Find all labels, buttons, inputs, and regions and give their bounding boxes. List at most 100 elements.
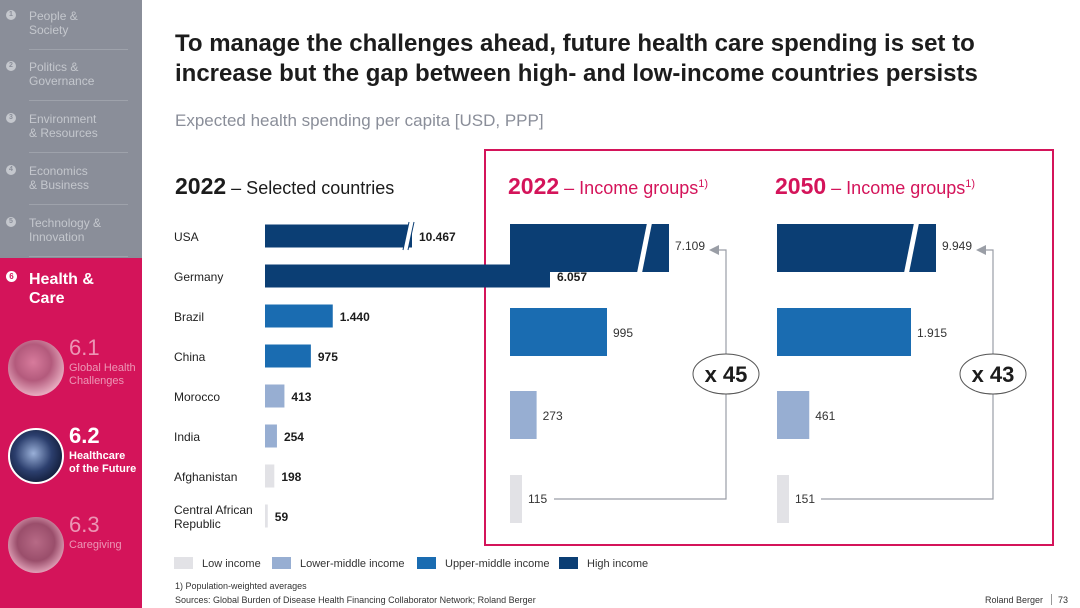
country-value-label: 10.467	[419, 230, 456, 244]
page-title-line-1: To manage the challenges ahead, future h…	[175, 30, 975, 57]
country-bar	[265, 424, 277, 448]
active-section-number: 6	[6, 271, 17, 282]
legend-swatch-low	[174, 557, 193, 569]
country-label-line2: Republic	[174, 517, 221, 531]
nav-number-badge: 5	[6, 217, 16, 227]
subitem-number: 6.2	[69, 423, 100, 448]
country-bar	[265, 384, 285, 408]
legend-swatch-lower	[272, 557, 291, 569]
subitem-global-health[interactable]: 6.1 Global Health Challenges	[0, 336, 142, 412]
sidebar-item-5[interactable]: 5 Technology & Innovation	[0, 207, 142, 257]
country-bar	[265, 344, 311, 368]
subitem-label: Healthcare of the Future	[69, 450, 137, 475]
axis-break-line	[402, 221, 410, 251]
brand-name: Roland Berger	[985, 595, 1044, 605]
global-health-image	[8, 340, 64, 396]
nav-divider	[29, 49, 128, 50]
income-value-label: 1.915	[917, 326, 947, 340]
footnote: 1) Population-weighted averages	[175, 581, 307, 591]
nav-divider	[29, 100, 128, 101]
nav-label: Economics & Business	[29, 164, 90, 192]
income-bar-upper	[510, 308, 607, 356]
subitem-number: 6.3	[69, 512, 100, 537]
active-section-label[interactable]: Health & Care	[29, 271, 94, 307]
income-bar-low	[510, 475, 522, 523]
country-value-label: 59	[275, 510, 289, 524]
country-bar	[265, 224, 412, 248]
sidebar-item-1[interactable]: 1 People & Society	[0, 0, 142, 50]
axis-break-mark	[403, 222, 414, 250]
country-value-label: 1.440	[340, 310, 370, 324]
country-bar	[265, 264, 550, 288]
nav-number-badge: 3	[6, 113, 16, 123]
income-bar-lower	[510, 391, 537, 439]
axis-break-line	[407, 221, 415, 251]
chart-title-countries: 2022 – Selected countries	[175, 173, 394, 199]
legend-label-high: High income	[587, 558, 648, 570]
country-value-label: 6.057	[557, 270, 587, 284]
country-label: Central African	[174, 503, 253, 517]
income-bar-upper	[777, 308, 911, 356]
country-label: Brazil	[174, 310, 204, 324]
nav-number-badge: 4	[6, 165, 16, 175]
ratio-badge	[959, 353, 1027, 395]
income-value-label: 461	[815, 409, 835, 423]
nav-label: Politics & Governance	[29, 60, 95, 88]
sidebar-item-4[interactable]: 4 Economics & Business	[0, 155, 142, 205]
sources-note: Sources: Global Burden of Disease Health…	[175, 595, 536, 605]
footer-divider	[1051, 594, 1052, 605]
subitem-number: 6.1	[69, 335, 100, 360]
ratio-connector-arrowhead	[709, 245, 719, 255]
subitem-caregiving[interactable]: 6.3 Caregiving	[0, 513, 142, 589]
nav-label: People & Society	[29, 9, 78, 37]
nav-label: Environment & Resources	[29, 112, 98, 140]
ratio-badge	[692, 353, 760, 395]
country-value-label: 198	[281, 470, 301, 484]
chart-title-income-2022: 2022 – Income groups1)	[508, 173, 708, 199]
income-value-label: 9.949	[942, 239, 972, 253]
nav-number-badge: 2	[6, 61, 16, 71]
country-label: USA	[174, 230, 199, 244]
axis-break-mark	[637, 223, 652, 273]
caregiving-image	[8, 517, 64, 573]
income-value-label: 7.109	[675, 239, 705, 253]
country-label: Afghanistan	[174, 470, 237, 484]
nav-number-badge: 1	[6, 10, 16, 20]
subitem-label: Global Health Challenges	[69, 362, 136, 387]
subitem-label: Caregiving	[69, 539, 122, 551]
country-value-label: 254	[284, 430, 304, 444]
nav-divider	[29, 204, 128, 205]
sidebar-item-2[interactable]: 2 Politics & Governance	[0, 51, 142, 101]
income-bar-low	[777, 475, 789, 523]
legend-label-upper: Upper-middle income	[445, 558, 550, 570]
page-number: 73	[1058, 595, 1069, 605]
income-value-label: 273	[543, 409, 563, 423]
page-title-line-2: increase but the gap between high- and l…	[175, 60, 978, 87]
income-bar-lower	[777, 391, 810, 439]
ratio-connector-arrowhead	[976, 245, 986, 255]
legend-swatch-upper	[417, 557, 436, 569]
axis-break-mark	[904, 223, 919, 273]
subitem-healthcare-future[interactable]: 6.2 Healthcare of the Future	[0, 424, 142, 500]
country-bar	[265, 504, 268, 528]
country-value-label: 413	[291, 390, 311, 404]
legend-swatch-high	[559, 557, 578, 569]
page-subtitle: Expected health spending per capita [USD…	[175, 111, 544, 130]
income-groups-frame	[484, 149, 1054, 546]
income-value-label: 151	[795, 492, 815, 506]
sidebar-item-3[interactable]: 3 Environment & Resources	[0, 103, 142, 153]
country-value-label: 975	[318, 350, 338, 364]
ratio-badge-label: x 43	[972, 362, 1015, 387]
nav-divider	[29, 152, 128, 153]
country-label: India	[174, 430, 200, 444]
country-label: China	[174, 350, 206, 364]
country-label: Germany	[174, 270, 223, 284]
nav-divider	[29, 256, 128, 257]
chart-title-income-2050: 2050 – Income groups1)	[775, 173, 975, 199]
income-value-label: 115	[528, 492, 547, 506]
legend-label-lower: Lower-middle income	[300, 558, 405, 570]
income-value-label: 995	[613, 326, 633, 340]
legend-label-low: Low income	[202, 558, 261, 570]
country-label: Morocco	[174, 390, 220, 404]
